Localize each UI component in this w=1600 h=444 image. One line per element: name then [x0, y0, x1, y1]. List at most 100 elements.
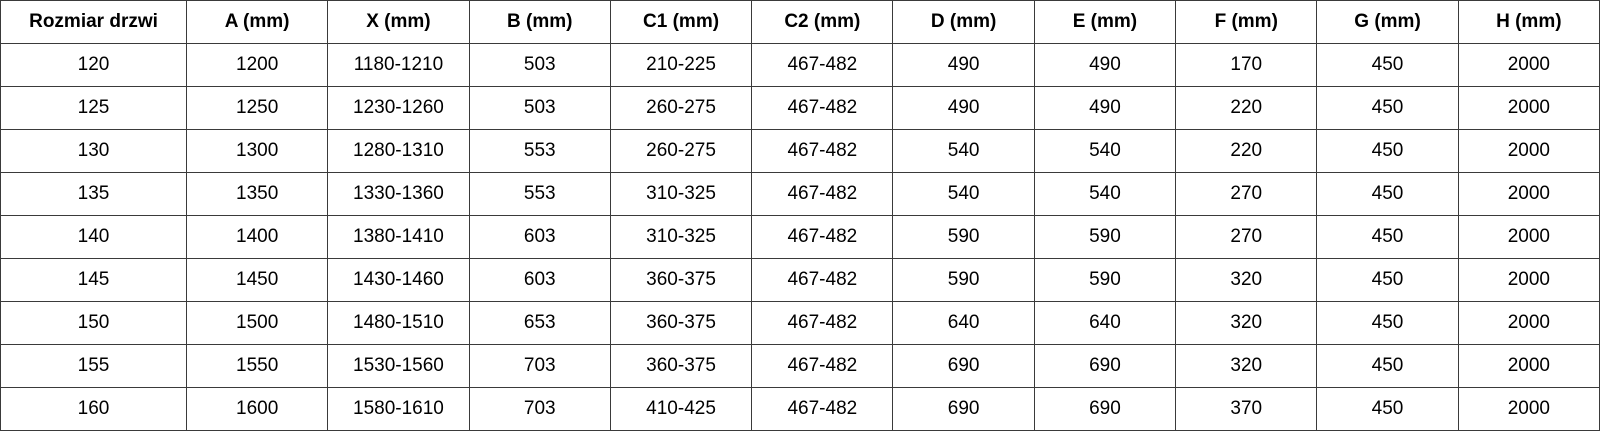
table-cell: 310-325: [609, 172, 753, 216]
table-cell: 540: [892, 172, 1035, 216]
column-header: X (mm): [327, 0, 470, 44]
table-row: 125 1250 1230-1260 503 260-275 467-482 490 490 2…: [0, 86, 1600, 130]
table-cell: 2000: [1457, 258, 1600, 302]
table-cell: 450: [1316, 172, 1459, 216]
table-cell: 540: [1033, 172, 1177, 216]
table-cell: 467-482: [751, 43, 894, 87]
table-row: 155 1550 1530-1560 703 360-375 467-482 690 690 3…: [0, 344, 1600, 388]
table-cell: 503: [468, 43, 611, 87]
table-cell: 1250: [185, 86, 329, 130]
table-row: 150 1500 1480-1510 653 360-375 467-482 640 640 3…: [0, 301, 1600, 345]
table-cell: 450: [1316, 301, 1459, 345]
table-cell: 2000: [1457, 344, 1600, 388]
table-cell: 310-325: [609, 215, 753, 259]
table-row: 140 1400 1380-1410 603 310-325 467-482 590 590 2…: [0, 215, 1600, 259]
table-cell: 590: [1033, 215, 1177, 259]
table-cell: 260-275: [609, 86, 753, 130]
table-cell: 1600: [185, 387, 329, 431]
table-cell: 450: [1316, 344, 1459, 388]
table-cell: 553: [468, 172, 611, 216]
table-cell: 467-482: [751, 129, 894, 173]
table-cell: 320: [1175, 258, 1318, 302]
table-cell: 1530-1560: [327, 344, 470, 388]
table-cell: 1450: [185, 258, 329, 302]
table-cell: 220: [1175, 129, 1318, 173]
column-header: H (mm): [1457, 0, 1600, 44]
table-cell: 140: [0, 215, 187, 259]
table-cell: 450: [1316, 129, 1459, 173]
table-cell: 490: [1033, 86, 1177, 130]
table-cell: 210-225: [609, 43, 753, 87]
table-cell: 490: [892, 43, 1035, 87]
table-cell: 467-482: [751, 86, 894, 130]
table-cell: 450: [1316, 387, 1459, 431]
table-cell: 690: [1033, 344, 1177, 388]
table-cell: 1380-1410: [327, 215, 470, 259]
table-cell: 150: [0, 301, 187, 345]
table-cell: 2000: [1457, 129, 1600, 173]
column-header: E (mm): [1033, 0, 1177, 44]
table-cell: 640: [1033, 301, 1177, 345]
column-header: A (mm): [185, 0, 329, 44]
table-cell: 703: [468, 344, 611, 388]
table-cell: 2000: [1457, 172, 1600, 216]
table-cell: 2000: [1457, 301, 1600, 345]
table-cell: 155: [0, 344, 187, 388]
table-cell: 1200: [185, 43, 329, 87]
table-cell: 125: [0, 86, 187, 130]
table-cell: 220: [1175, 86, 1318, 130]
table-row: 160 1600 1580-1610 703 410-425 467-482 690 690 3…: [0, 387, 1600, 431]
table-cell: 170: [1175, 43, 1318, 87]
column-header: F (mm): [1175, 0, 1318, 44]
table-row: 120 1200 1180-1210 503 210-225 467-482 490 490 1…: [0, 43, 1600, 87]
table-cell: 1300: [185, 129, 329, 173]
table-cell: 1430-1460: [327, 258, 470, 302]
table-cell: 690: [892, 344, 1035, 388]
table-cell: 467-482: [751, 344, 894, 388]
table-row: 135 1350 1330-1360 553 310-325 467-482 540 540 2…: [0, 172, 1600, 216]
table-cell: 120: [0, 43, 187, 87]
table-cell: 360-375: [609, 301, 753, 345]
table-cell: 467-482: [751, 258, 894, 302]
table-cell: 540: [892, 129, 1035, 173]
table-cell: 2000: [1457, 387, 1600, 431]
table-cell: 2000: [1457, 215, 1600, 259]
table-cell: 370: [1175, 387, 1318, 431]
table-cell: 653: [468, 301, 611, 345]
table-cell: 590: [1033, 258, 1177, 302]
column-header: C2 (mm): [751, 0, 894, 44]
table-cell: 603: [468, 215, 611, 259]
header-row: Rozmiar drzwi A (mm) X (mm) B (mm) C1 (mm) C2…: [0, 0, 1600, 44]
table-cell: 145: [0, 258, 187, 302]
table-row: 130 1300 1280-1310 553 260-275 467-482 540 540 2…: [0, 129, 1600, 173]
table-cell: 320: [1175, 344, 1318, 388]
table-cell: 1330-1360: [327, 172, 470, 216]
table-cell: 1180-1210: [327, 43, 470, 87]
column-header: G (mm): [1316, 0, 1459, 44]
table-cell: 160: [0, 387, 187, 431]
table-cell: 703: [468, 387, 611, 431]
table-cell: 360-375: [609, 258, 753, 302]
table-cell: 590: [892, 258, 1035, 302]
table-cell: 553: [468, 129, 611, 173]
table-cell: 320: [1175, 301, 1318, 345]
table-cell: 1400: [185, 215, 329, 259]
table-cell: 640: [892, 301, 1035, 345]
table-cell: 360-375: [609, 344, 753, 388]
table-cell: 590: [892, 215, 1035, 259]
column-header: Rozmiar drzwi: [0, 0, 187, 44]
table-cell: 135: [0, 172, 187, 216]
table-cell: 1580-1610: [327, 387, 470, 431]
table-cell: 1230-1260: [327, 86, 470, 130]
table-cell: 450: [1316, 43, 1459, 87]
table-cell: 467-482: [751, 215, 894, 259]
table-cell: 467-482: [751, 172, 894, 216]
table-cell: 490: [892, 86, 1035, 130]
table-cell: 130: [0, 129, 187, 173]
table-cell: 270: [1175, 172, 1318, 216]
table-cell: 603: [468, 258, 611, 302]
table-cell: 2000: [1457, 43, 1600, 87]
column-header: D (mm): [892, 0, 1035, 44]
table-cell: 450: [1316, 215, 1459, 259]
table-cell: 2000: [1457, 86, 1600, 130]
